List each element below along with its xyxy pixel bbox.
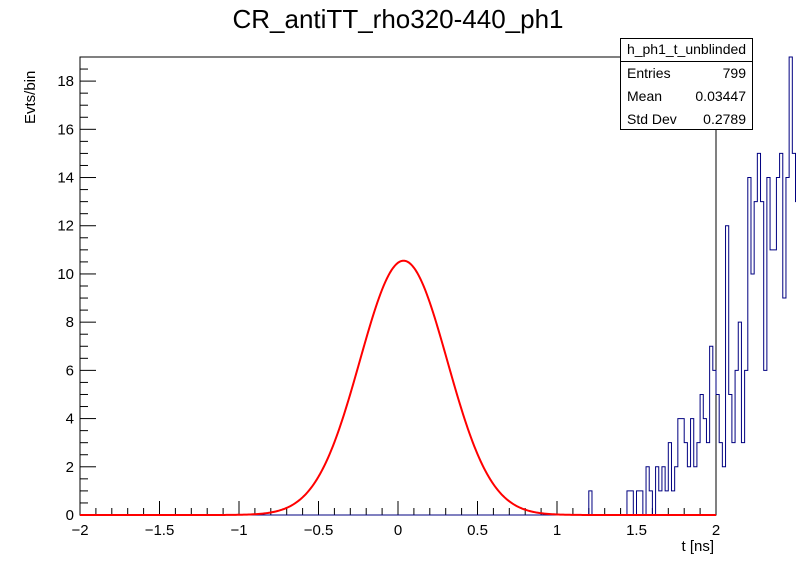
y-tick-label: 6 [66, 362, 74, 379]
y-tick-label: 18 [57, 73, 74, 90]
x-axis-label: t [ns] [681, 538, 714, 555]
gaussian-fit-curve [80, 259, 716, 516]
x-tick-label: −0.5 [304, 522, 334, 539]
y-tick-label: 12 [57, 218, 74, 235]
stats-entries-label: Entries [627, 65, 671, 81]
stats-entries-row: Entries 799 [621, 62, 752, 85]
y-tick-label: 16 [57, 121, 74, 138]
y-tick-label: 0 [66, 507, 74, 524]
y-tick-label: 4 [66, 411, 74, 428]
stats-mean-label: Mean [627, 88, 663, 104]
y-tick-label: 8 [66, 314, 74, 331]
x-tick-label: 1 [553, 522, 561, 539]
stats-box: h_ph1_t_unblinded Entries 799 Mean 0.034… [620, 38, 753, 130]
x-tick-label: 0 [394, 522, 402, 539]
stats-std-row: Std Dev 0.2789 [621, 108, 752, 131]
chart-title: CR_antiTT_rho320-440_ph1 [232, 4, 564, 34]
y-tick-label: 10 [57, 266, 74, 283]
x-tick-label: 0.5 [467, 522, 488, 539]
stats-std-label: Std Dev [627, 111, 677, 127]
x-tick-label: −1 [230, 522, 247, 539]
y-axis-label: Evts/bin [22, 70, 39, 124]
histogram-series [80, 56, 796, 516]
y-axis: 0 2 4 6 8 10 12 14 16 18 [57, 56, 96, 524]
stats-mean-value: 0.03447 [695, 88, 746, 104]
x-tick-label: 1.5 [626, 522, 647, 539]
stats-entries-value: 799 [722, 65, 746, 81]
x-tick-label: −1.5 [145, 522, 175, 539]
y-tick-label: 2 [66, 459, 74, 476]
x-axis: −2 −1.5 −1 −0.5 0 0.5 1 1.5 2 [71, 501, 720, 539]
stats-mean-row: Mean 0.03447 [621, 85, 752, 108]
x-tick-label: −2 [71, 522, 88, 539]
y-tick-label: 14 [57, 170, 74, 187]
x-tick-label: 2 [712, 522, 720, 539]
stats-std-value: 0.2789 [703, 111, 746, 127]
stats-histogram-name: h_ph1_t_unblinded [621, 39, 752, 62]
